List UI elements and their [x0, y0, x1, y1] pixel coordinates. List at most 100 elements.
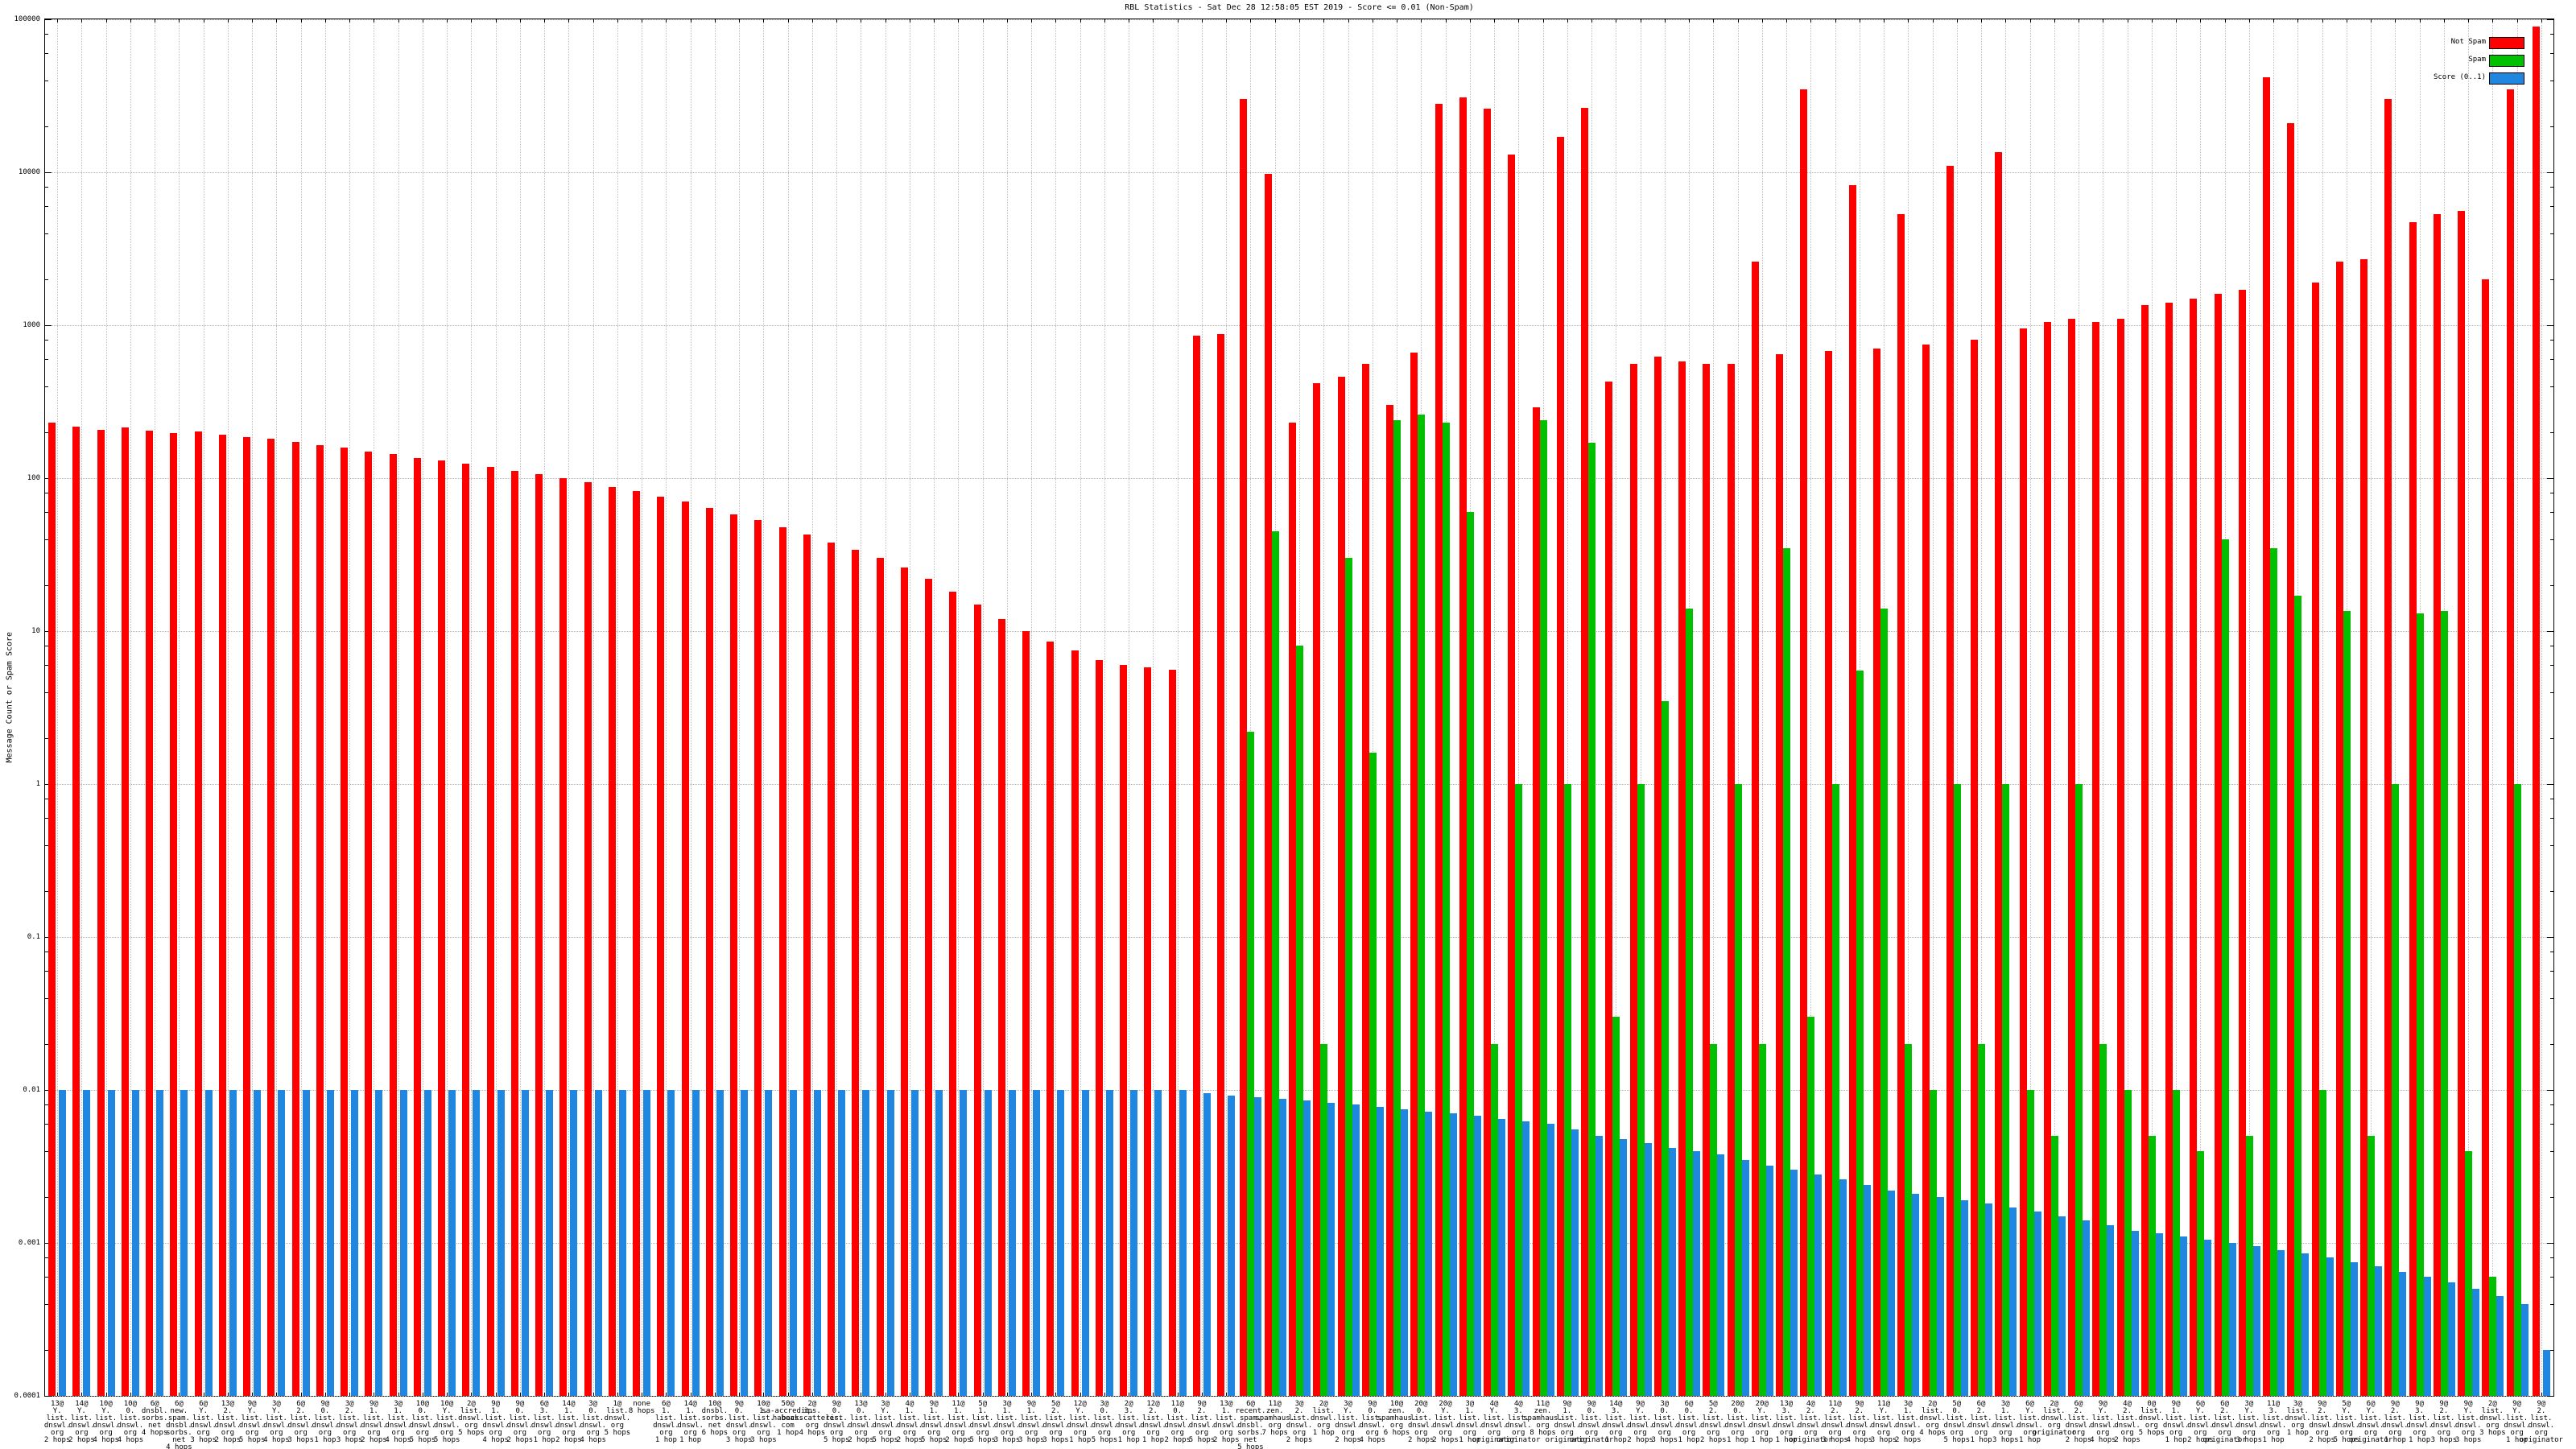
x-tick-bottom [324, 1393, 326, 1396]
bar-spam [1418, 415, 1426, 1396]
bar-not-spam [2458, 210, 2466, 1396]
x-gridline [2248, 19, 2250, 1396]
y-minor-tick [2550, 818, 2553, 819]
x-gridline [495, 19, 497, 1396]
x-tick-label: 9@ 0. list. dnswl. org originator [1569, 1400, 1614, 1444]
x-tick-top [349, 19, 351, 23]
bar-not-spam [1240, 99, 1248, 1396]
bar-spam [2368, 1136, 2376, 1396]
x-tick-label: 6@ dnsbl. sorbs. net 4 hops [141, 1400, 168, 1437]
x-tick-label: 9@ 1. list. dnswl. org 4 hops [482, 1400, 509, 1444]
bar-spam [2173, 1090, 2181, 1396]
x-tick-top [1908, 19, 1909, 23]
x-tick-label: 4@ 1. list. dnswl. org 2 hops [896, 1400, 923, 1444]
bar-not-spam [2409, 222, 2417, 1396]
x-gridline [398, 19, 399, 1396]
x-tick-top [617, 19, 618, 23]
bar-not-spam [852, 550, 860, 1396]
x-tick-top [519, 19, 521, 23]
x-gridline [105, 19, 107, 1396]
bar-not-spam [730, 514, 738, 1396]
bar-not-spam [1192, 336, 1200, 1396]
bar-not-spam [72, 426, 80, 1396]
x-gridline [1006, 19, 1008, 1396]
x-tick-label: 6@ 2. list. dnswl. org 3 hops [287, 1400, 314, 1444]
x-tick-top [252, 19, 254, 23]
legend-swatch-score [2489, 72, 2524, 85]
x-tick-top [471, 19, 473, 23]
x-tick-label: 3@ 1. list. dnswl. org 4 hops [385, 1400, 411, 1444]
x-gridline [1201, 19, 1203, 1396]
bar-not-spam [389, 454, 397, 1396]
bar-not-spam [438, 460, 446, 1396]
x-tick-label: 9@ 2. list. dnswl. org 1 hop [2382, 1400, 2409, 1444]
x-tick-bottom [1201, 1393, 1203, 1396]
bar-not-spam [2068, 319, 2076, 1396]
bar-not-spam [1386, 405, 1393, 1396]
y-major-tick [2547, 1090, 2553, 1091]
x-tick-bottom [958, 1393, 960, 1396]
x-tick-top [1494, 19, 1496, 23]
bar-score [643, 1090, 651, 1396]
bar-spam [1880, 609, 1889, 1396]
bar-not-spam [681, 502, 689, 1396]
x-tick-label: 6@ 2. list. dnswl. org originator [2202, 1400, 2247, 1444]
bar-score [2350, 1261, 2358, 1396]
x-tick-top [2492, 19, 2494, 23]
bar-score [59, 1090, 67, 1396]
y-tick-label: 10 [31, 627, 40, 635]
bar-not-spam [2433, 214, 2441, 1396]
bar-score [1546, 1124, 1554, 1396]
x-tick-top [836, 19, 838, 23]
x-tick-label: 4@ 3. list. dnswl. org originator [1496, 1400, 1541, 1444]
bar-score [594, 1090, 602, 1396]
x-tick-bottom [1031, 1393, 1033, 1396]
bar-not-spam [2214, 294, 2222, 1396]
x-gridline [666, 19, 667, 1396]
bar-score [910, 1090, 919, 1396]
y-major-tick [45, 937, 52, 938]
x-gridline [1761, 19, 1763, 1396]
y-major-tick [45, 1396, 52, 1397]
bar-spam [2513, 784, 2521, 1396]
y-minor-tick [2550, 233, 2553, 234]
x-tick-top [1153, 19, 1154, 23]
bar-not-spam [1678, 361, 1686, 1396]
x-tick-label: 3@ list. dnswl. org 1 hop [2285, 1400, 2311, 1437]
legend-swatch-not-spam [2489, 37, 2524, 49]
x-tick-top [1177, 19, 1179, 23]
x-gridline [1080, 19, 1081, 1396]
bar-spam [1344, 558, 1352, 1396]
bar-spam [2002, 784, 2010, 1396]
bar-not-spam [341, 448, 349, 1396]
x-tick-label: 5@ Y. list. dnswl. org 5 hops [2333, 1400, 2360, 1444]
x-tick-label: 2@ 3. list. dnswl. org 1 hop [1115, 1400, 1142, 1444]
x-tick-top [2443, 19, 2445, 23]
x-tick-top [1713, 19, 1715, 23]
x-tick-bottom [130, 1393, 131, 1396]
bar-score [1522, 1121, 1530, 1396]
legend-label-spam: Spam [2468, 56, 2486, 64]
bar-spam [1661, 700, 1669, 1396]
x-tick-label: 10@ zen. spamhaus. org 6 hops [1377, 1400, 1417, 1437]
bar-score [1057, 1090, 1065, 1396]
bar-spam [1807, 1017, 1815, 1396]
x-tick-top [1104, 19, 1105, 23]
bar-score [789, 1090, 797, 1396]
x-gridline [544, 19, 546, 1396]
x-tick-label: 2@ ips. backscatterer. org 4 hops [782, 1400, 843, 1437]
y-minor-tick [2550, 1277, 2553, 1278]
x-tick-label: 4@ 2. list. dnswl. org 2 hops [2114, 1400, 2140, 1444]
bar-score [1863, 1184, 1871, 1396]
bar-score [1839, 1179, 1847, 1396]
x-tick-label: 3@ 1. list. dnswl. org 2 hops [1895, 1400, 1922, 1444]
bar-spam [2124, 1090, 2132, 1396]
x-tick-top [447, 19, 448, 23]
x-tick-label: 6@ Y. list. dnswl. org 3 hops [190, 1400, 217, 1444]
bar-score [1571, 1129, 1579, 1396]
x-tick-label: 5@ 1. list. dnswl. org 5 hops [969, 1400, 996, 1444]
bar-spam [1905, 1043, 1913, 1396]
x-tick-label: 9@ 2. list. dnswl. org 3 hops [2430, 1400, 2458, 1444]
x-tick-top [1080, 19, 1081, 23]
bar-score [1620, 1138, 1628, 1396]
